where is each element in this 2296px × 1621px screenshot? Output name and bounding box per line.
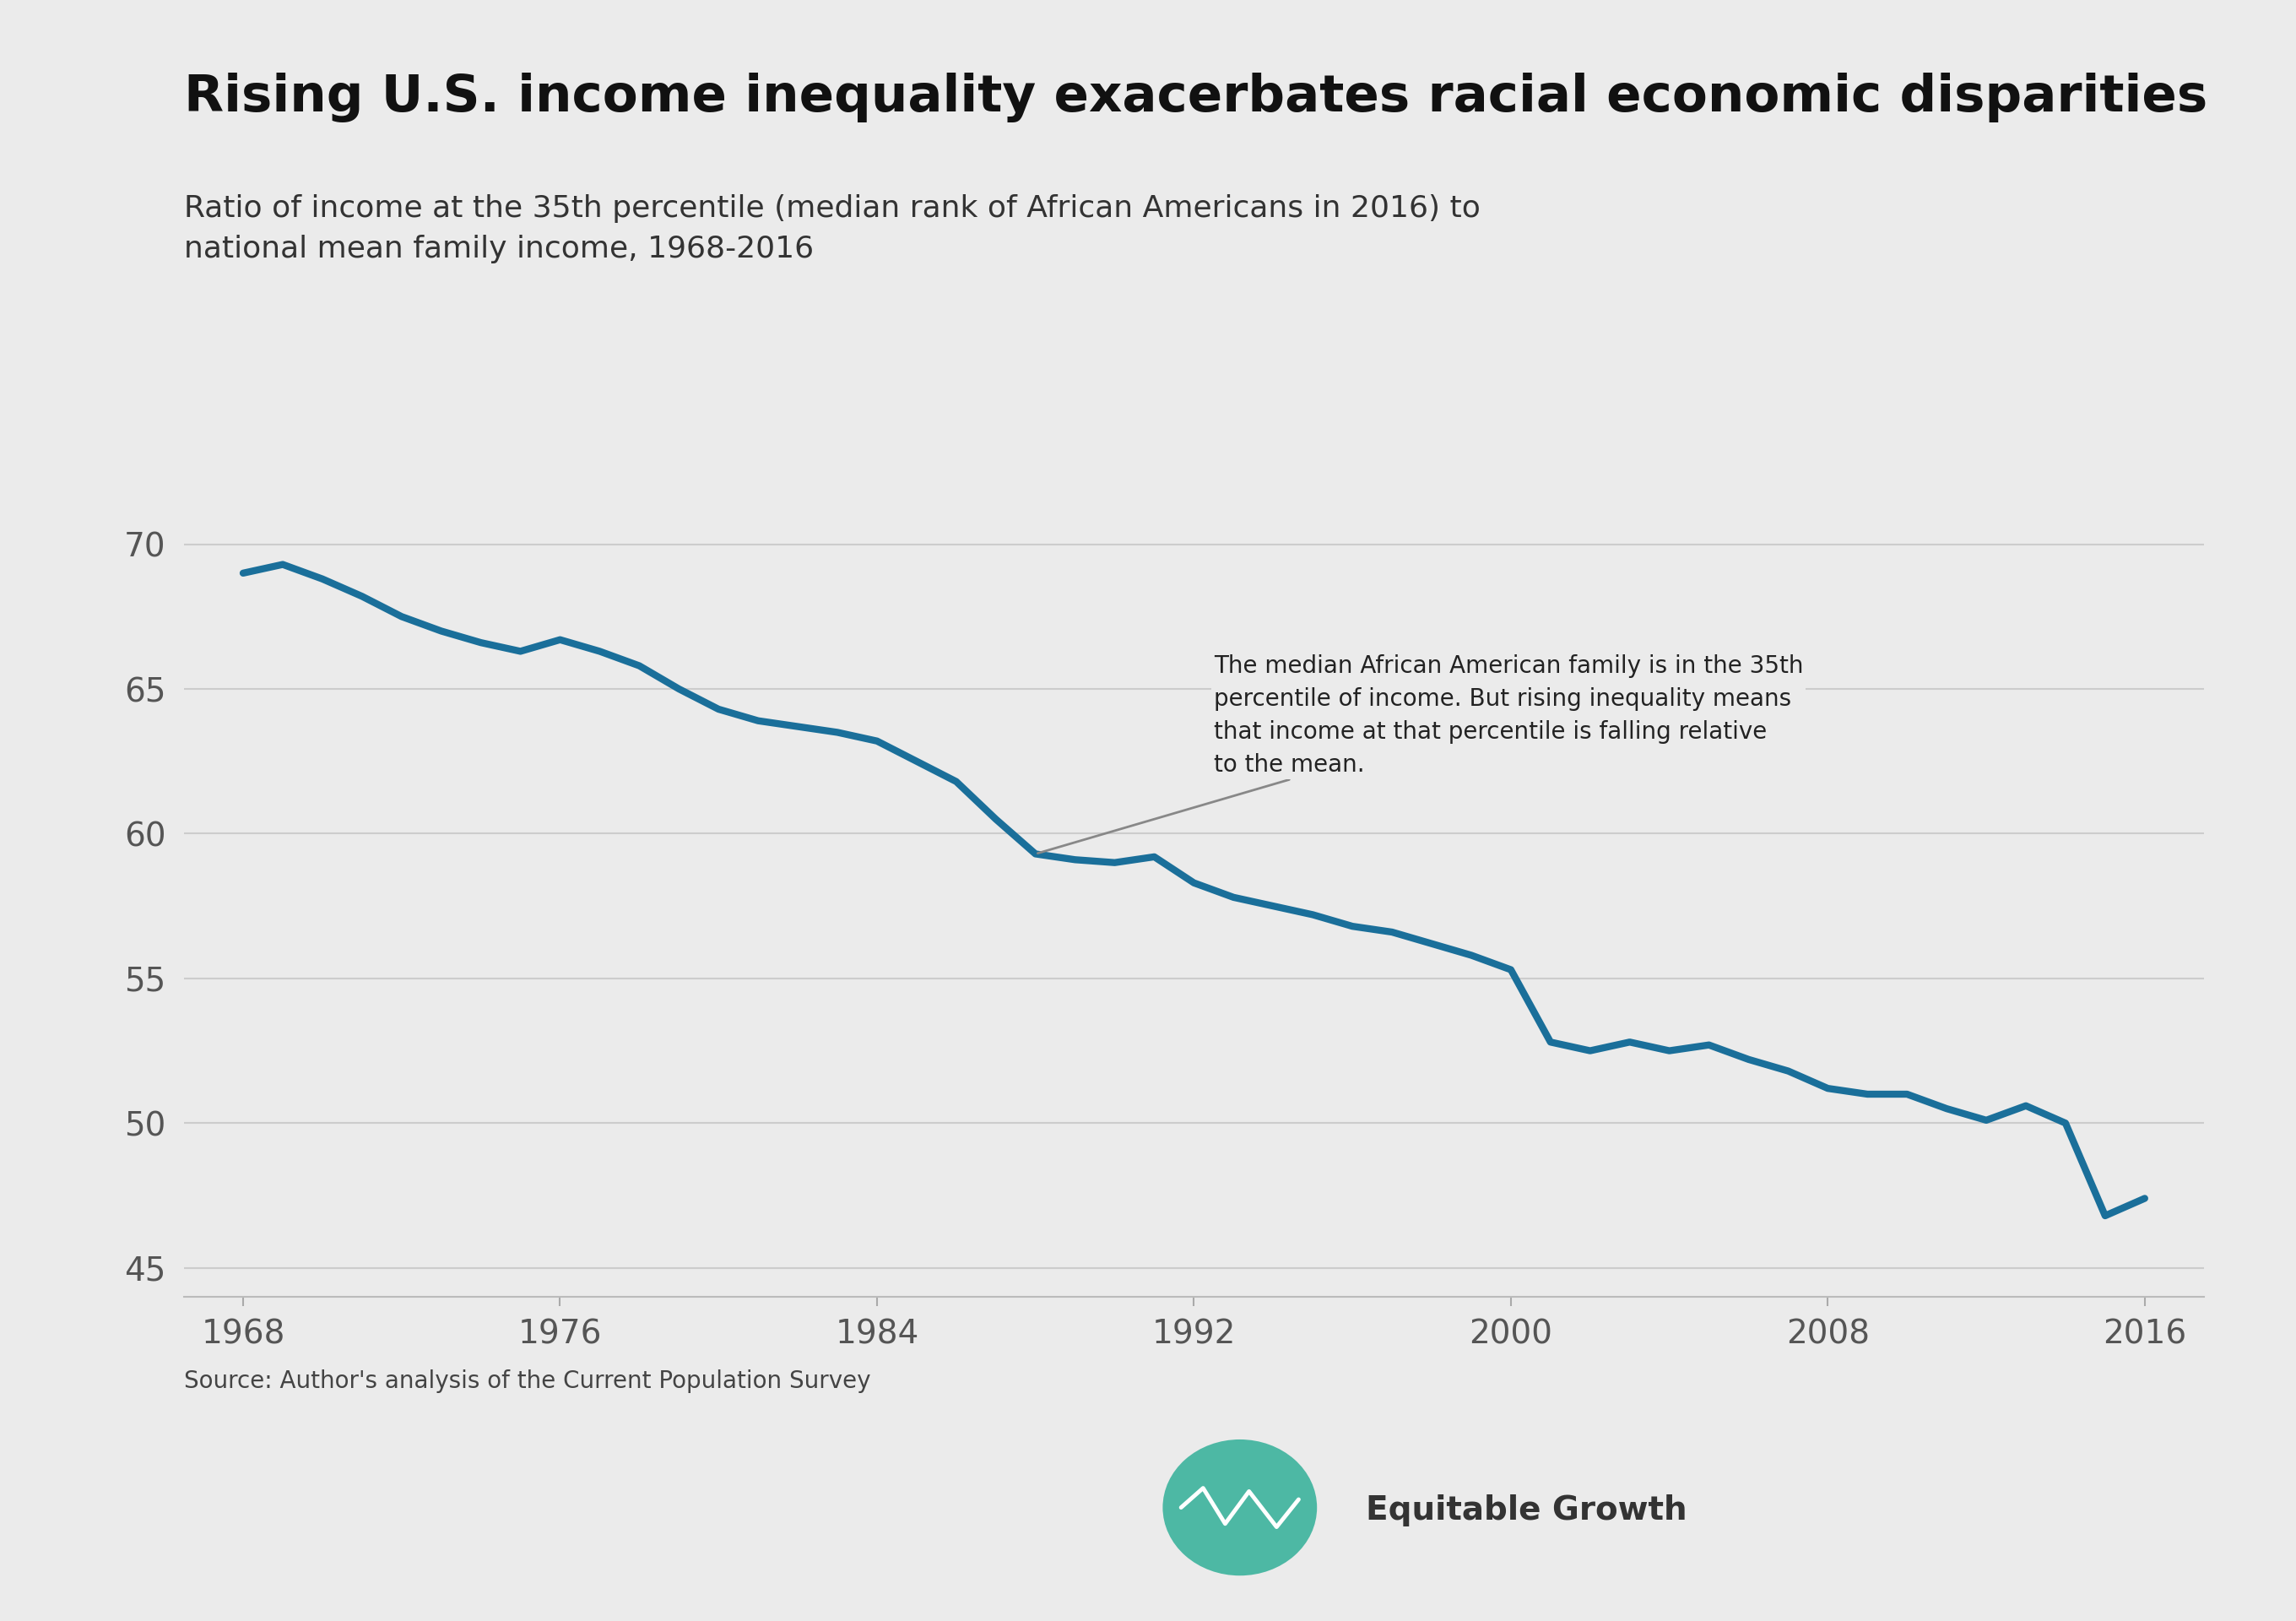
Text: The median African American family is in the 35th
percentile of income. But risi: The median African American family is in…	[1038, 655, 1802, 853]
Text: Source: Author's analysis of the Current Population Survey: Source: Author's analysis of the Current…	[184, 1370, 870, 1394]
Text: Ratio of income at the 35th percentile (median rank of African Americans in 2016: Ratio of income at the 35th percentile (…	[184, 195, 1481, 263]
Text: Equitable Growth: Equitable Growth	[1366, 1495, 1688, 1527]
Circle shape	[1162, 1439, 1318, 1576]
Text: Rising U.S. income inequality exacerbates racial economic disparities: Rising U.S. income inequality exacerbate…	[184, 73, 2206, 123]
